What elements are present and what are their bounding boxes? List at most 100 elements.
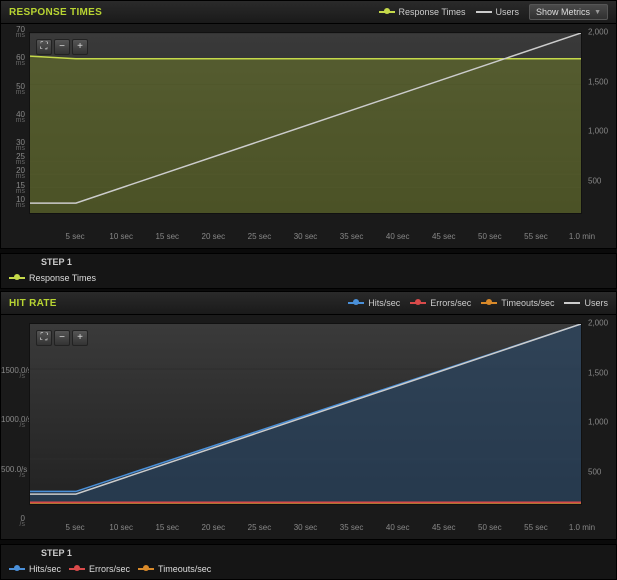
expand-button[interactable]: ⛶ [36, 330, 52, 346]
y-axis-left: 10ms15ms20ms25ms30ms40ms50ms60ms70ms [1, 32, 27, 230]
y2-tick: 500 [588, 467, 601, 476]
x-tick: 45 sec [432, 232, 456, 241]
hit-rate-step: STEP 1 Hits/sec Errors/sec Timeouts/sec [0, 544, 617, 580]
x-tick: 40 sec [386, 523, 410, 532]
legend-swatch-icon [481, 300, 497, 306]
legend-item[interactable]: Hits/sec [348, 298, 400, 308]
y-tick: 0/s [1, 514, 25, 528]
legend-item[interactable]: Errors/sec [69, 564, 130, 574]
step-legend: Hits/sec Errors/sec Timeouts/sec [1, 560, 616, 579]
y2-tick: 1,500 [588, 368, 608, 377]
y-axis-right: 5001,0001,5002,000 [584, 323, 616, 521]
y-tick: 20ms [1, 166, 25, 180]
panel-title: RESPONSE TIMES [9, 7, 102, 18]
response-times-step: STEP 1 Response Times [0, 253, 617, 289]
legend-label: Errors/sec [430, 298, 471, 308]
legend-item[interactable]: Response Times [9, 273, 96, 283]
show-metrics-button[interactable]: Show Metrics ▼ [529, 4, 608, 20]
chart-svg [30, 33, 581, 213]
y2-tick: 1,000 [588, 127, 608, 136]
x-tick: 35 sec [340, 232, 364, 241]
legend-label: Timeouts/sec [158, 564, 211, 574]
zoom-in-button[interactable]: + [72, 330, 88, 346]
header-legend: Hits/sec Errors/sec Timeouts/sec Users [348, 298, 608, 308]
zoom-out-button[interactable]: − [54, 39, 70, 55]
x-tick: 20 sec [202, 232, 226, 241]
x-tick: 30 sec [294, 232, 318, 241]
legend-item[interactable]: Users [564, 298, 608, 308]
x-tick: 15 sec [155, 232, 179, 241]
y2-tick: 2,000 [588, 28, 608, 37]
legend-swatch-icon [476, 9, 492, 15]
legend-swatch-icon [69, 566, 85, 572]
y-tick: 70ms [1, 25, 25, 39]
x-tick: 5 sec [66, 232, 85, 241]
step-label: STEP 1 [1, 545, 616, 560]
legend-swatch-icon [9, 566, 25, 572]
chart-plot[interactable]: ⛶ − + [29, 323, 582, 505]
legend-swatch-icon [138, 566, 154, 572]
legend-label: Hits/sec [368, 298, 400, 308]
legend-label: Errors/sec [89, 564, 130, 574]
show-metrics-label: Show Metrics [536, 7, 590, 17]
x-tick: 45 sec [432, 523, 456, 532]
y2-tick: 2,000 [588, 319, 608, 328]
x-tick: 55 sec [524, 523, 548, 532]
y-tick: 15ms [1, 181, 25, 195]
y-tick: 60ms [1, 53, 25, 67]
legend-label: Users [496, 7, 520, 17]
step-label: STEP 1 [1, 254, 616, 269]
y2-tick: 1,500 [588, 77, 608, 86]
x-tick: 1.0 min [569, 232, 595, 241]
x-tick: 20 sec [202, 523, 226, 532]
panel-header: HIT RATE Hits/sec Errors/sec Timeouts/sec U… [1, 292, 616, 315]
legend-label: Hits/sec [29, 564, 61, 574]
legend-label: Response Times [399, 7, 466, 17]
x-tick: 10 sec [109, 523, 133, 532]
y-tick: 30ms [1, 138, 25, 152]
x-tick: 50 sec [478, 232, 502, 241]
y-tick: 10ms [1, 195, 25, 209]
legend-item[interactable]: Timeouts/sec [481, 298, 554, 308]
y-tick: 500.0/s/s [1, 465, 25, 479]
y-tick: 1000.0/s/s [1, 415, 25, 429]
zoom-in-button[interactable]: + [72, 39, 88, 55]
x-tick: 10 sec [109, 232, 133, 241]
legend-label: Response Times [29, 273, 96, 283]
chart-plot[interactable]: ⛶ − + [29, 32, 582, 214]
x-tick: 30 sec [294, 523, 318, 532]
legend-label: Users [584, 298, 608, 308]
chart-svg [30, 324, 581, 504]
step-legend: Response Times [1, 269, 616, 288]
legend-swatch-icon [564, 300, 580, 306]
legend-item[interactable]: Timeouts/sec [138, 564, 211, 574]
y-tick: 1500.0/s/s [1, 366, 25, 380]
legend-item[interactable]: Errors/sec [410, 298, 471, 308]
panel-header: RESPONSE TIMES Response Times Users Show … [1, 1, 616, 24]
legend-label: Timeouts/sec [501, 298, 554, 308]
x-tick: 15 sec [155, 523, 179, 532]
legend-swatch-icon [379, 9, 395, 15]
legend-swatch-icon [348, 300, 364, 306]
response-times-panel: RESPONSE TIMES Response Times Users Show … [0, 0, 617, 249]
y-axis-right: 5001,0001,5002,000 [584, 32, 616, 230]
panel-title: HIT RATE [9, 298, 57, 309]
chart-toolbar: ⛶ − + [36, 330, 88, 346]
x-tick: 50 sec [478, 523, 502, 532]
y2-tick: 1,000 [588, 418, 608, 427]
x-axis: 5 sec10 sec15 sec20 sec25 sec30 sec35 se… [29, 523, 582, 537]
zoom-out-button[interactable]: − [54, 330, 70, 346]
x-axis: 5 sec10 sec15 sec20 sec25 sec30 sec35 se… [29, 232, 582, 246]
legend-item[interactable]: Hits/sec [9, 564, 61, 574]
chart-toolbar: ⛶ − + [36, 39, 88, 55]
x-tick: 25 sec [248, 523, 272, 532]
x-tick: 40 sec [386, 232, 410, 241]
legend-swatch-icon [9, 275, 25, 281]
legend-item[interactable]: Response Times [379, 7, 466, 17]
chart-area: 10ms15ms20ms25ms30ms40ms50ms60ms70ms 500… [1, 24, 616, 248]
expand-button[interactable]: ⛶ [36, 39, 52, 55]
chart-area: 0/s 500.0/s/s 1000.0/s/s 1500.0/s/s 500 1,00… [1, 315, 616, 539]
legend-item[interactable]: Users [476, 7, 520, 17]
y-tick: 40ms [1, 110, 25, 124]
y-tick: 25ms [1, 152, 25, 166]
